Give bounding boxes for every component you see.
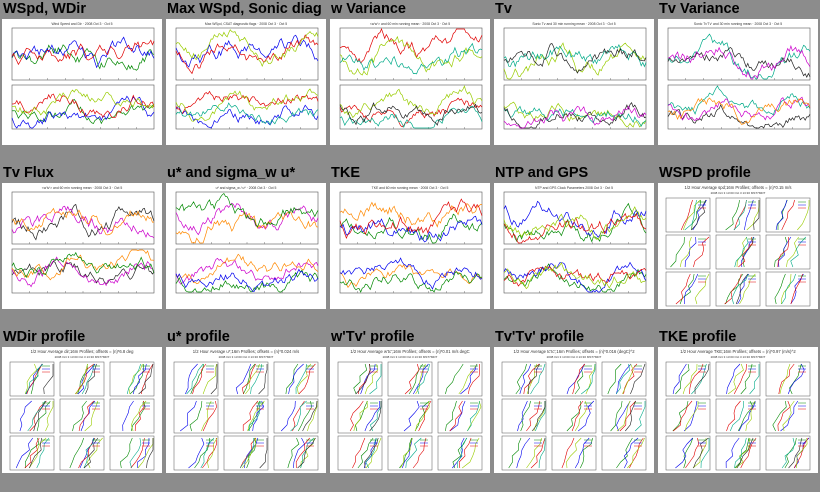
plot-subtitle: 1/2 Hour Average w'tc';16m Profiles; off… xyxy=(350,349,469,354)
thumb-tvtv-profile[interactable]: 1/2 Hour Average tc'tc';16m Profiles; of… xyxy=(494,347,654,473)
title-wtv-profile: w'Tv' profile xyxy=(331,329,415,345)
plot-time-range: 2008 Oct 3 13:00 Oct 3 13:30 MST7MDT xyxy=(711,355,766,359)
title-wspd-profile: WSPD profile xyxy=(659,165,751,181)
plot-subtitle: Sonic Tv'Tv' and 30 min running mean · 2… xyxy=(694,22,782,26)
thumb-wspd-wdir[interactable]: Wind Speed and Dir · 2008 Oct 3 · Oct 5 xyxy=(2,19,162,145)
plot-subtitle: NTP and GPS Clock Parameters 2008 Oct 3 … xyxy=(535,186,613,190)
thumb-max-wspd-sonic-diag[interactable]: Max WSpd, CSAT diagnostic flags · 2008 O… xyxy=(166,19,326,145)
cell-wtv-profile: w'Tv' profile 1/2 Hour Average w'tc';16m… xyxy=(328,328,492,492)
title-wdir-profile: WDir profile xyxy=(3,329,86,345)
cell-w-variance: w Variance <w'w'> and 60 min running mea… xyxy=(328,0,492,164)
plot-subtitle: Wind Speed and Dir · 2008 Oct 3 · Oct 5 xyxy=(51,22,112,26)
thumb-wtv-profile[interactable]: 1/2 Hour Average w'tc';16m Profiles; off… xyxy=(330,347,490,473)
cell-wdir-profile: WDir profile 1/2 Hour Average dir;16m Pr… xyxy=(0,328,164,492)
cell-ustar-sigma-w: u* and sigma_w u* u* and sigma_w / u* · … xyxy=(164,164,328,328)
plot-time-range: 2008 Oct 3 13:00 Oct 3 13:30 MST7MDT xyxy=(547,355,602,359)
cell-tvtv-profile: Tv'Tv' profile 1/2 Hour Average tc'tc';1… xyxy=(492,328,656,492)
plot-subtitle: u* and sigma_w / u* · 2008 Oct 3 · Oct 5 xyxy=(216,186,277,190)
thumb-wspd-profile[interactable]: 1/2 Hour Average spd;16m Profiles; offse… xyxy=(658,183,818,309)
title-max-wspd-sonic-diag: Max WSpd, Sonic diag xyxy=(167,1,322,17)
cell-wspd-profile: WSPD profile 1/2 Hour Average spd;16m Pr… xyxy=(656,164,820,328)
cell-tv-flux: Tv Flux <w'tv'> and 60 min running mean … xyxy=(0,164,164,328)
thumb-tke-profile[interactable]: 1/2 Hour Average TKE;16m Profiles; offse… xyxy=(658,347,818,473)
title-wspd-wdir: WSpd, WDir xyxy=(3,1,86,17)
title-tke: TKE xyxy=(331,165,360,181)
plot-subtitle: 1/2 Hour Average u*;16m Profiles; offset… xyxy=(193,349,300,354)
plot-time-range: 2008 Oct 3 13:00 Oct 3 13:30 MST7MDT xyxy=(383,355,438,359)
title-ntp-gps: NTP and GPS xyxy=(495,165,589,181)
title-tvtv-profile: Tv'Tv' profile xyxy=(495,329,585,345)
plot-subtitle: 1/2 Hour Average dir;16m Profiles; offse… xyxy=(31,349,135,354)
title-ustar-sigma-w: u* and sigma_w u* xyxy=(167,165,296,181)
title-ustar-profile: u* profile xyxy=(167,329,230,345)
plot-subtitle: <w'tv'> and 60 min running mean · 2008 O… xyxy=(42,186,123,190)
plot-subtitle: <w'w'> and 60 min running mean · 2008 Oc… xyxy=(370,22,450,26)
plot-time-range: 2008 Oct 3 13:00 Oct 3 13:30 MST7MDT xyxy=(711,191,766,195)
plot-subtitle: 1/2 Hour Average TKE;16m Profiles; offse… xyxy=(680,349,796,354)
thumb-tke[interactable]: TKE and 60 min running mean · 2008 Oct 3… xyxy=(330,183,490,309)
plot-subtitle: 1/2 Hour Average spd;16m Profiles; offse… xyxy=(684,185,791,190)
thumb-tv-flux[interactable]: <w'tv'> and 60 min running mean · 2008 O… xyxy=(2,183,162,309)
cell-wspd-wdir: WSpd, WDir Wind Speed and Dir · 2008 Oct… xyxy=(0,0,164,164)
plot-subtitle: TKE and 60 min running mean · 2008 Oct 3… xyxy=(372,186,449,190)
thumb-ustar-profile[interactable]: 1/2 Hour Average u*;16m Profiles; offset… xyxy=(166,347,326,473)
thumb-tv[interactable]: Sonic Tv and 30 min running mean · 2008 … xyxy=(494,19,654,145)
cell-max-wspd-sonic-diag: Max WSpd, Sonic diag Max WSpd, CSAT diag… xyxy=(164,0,328,164)
cell-ustar-profile: u* profile 1/2 Hour Average u*;16m Profi… xyxy=(164,328,328,492)
thumb-w-variance[interactable]: <w'w'> and 60 min running mean · 2008 Oc… xyxy=(330,19,490,145)
plot-subtitle: Max WSpd, CSAT diagnostic flags · 2008 O… xyxy=(205,22,287,26)
cell-tke-profile: TKE profile 1/2 Hour Average TKE;16m Pro… xyxy=(656,328,820,492)
plot-time-range: 2008 Oct 3 13:00 Oct 3 13:30 MST7MDT xyxy=(219,355,274,359)
plot-subtitle: Sonic Tv and 30 min running mean · 2008 … xyxy=(532,22,615,26)
thumb-wdir-profile[interactable]: 1/2 Hour Average dir;16m Profiles; offse… xyxy=(2,347,162,473)
cell-tke: TKE TKE and 60 min running mean · 2008 O… xyxy=(328,164,492,328)
plot-time-range: 2008 Oct 3 13:00 Oct 3 13:30 MST7MDT xyxy=(55,355,110,359)
cell-tv-variance: Tv Variance Sonic Tv'Tv' and 30 min runn… xyxy=(656,0,820,164)
title-tke-profile: TKE profile xyxy=(659,329,737,345)
cell-tv: Tv Sonic Tv and 30 min running mean · 20… xyxy=(492,0,656,164)
thumb-tv-variance[interactable]: Sonic Tv'Tv' and 30 min running mean · 2… xyxy=(658,19,818,145)
title-tv-flux: Tv Flux xyxy=(3,165,54,181)
plot-subtitle: 1/2 Hour Average tc'tc';16m Profiles; of… xyxy=(513,349,635,354)
thumb-ustar-sigma-w[interactable]: u* and sigma_w / u* · 2008 Oct 3 · Oct 5 xyxy=(166,183,326,309)
title-tv-variance: Tv Variance xyxy=(659,1,740,17)
title-w-variance: w Variance xyxy=(331,1,406,17)
thumb-ntp-gps[interactable]: NTP and GPS Clock Parameters 2008 Oct 3 … xyxy=(494,183,654,309)
cell-ntp-gps: NTP and GPS NTP and GPS Clock Parameters… xyxy=(492,164,656,328)
title-tv: Tv xyxy=(495,1,512,17)
